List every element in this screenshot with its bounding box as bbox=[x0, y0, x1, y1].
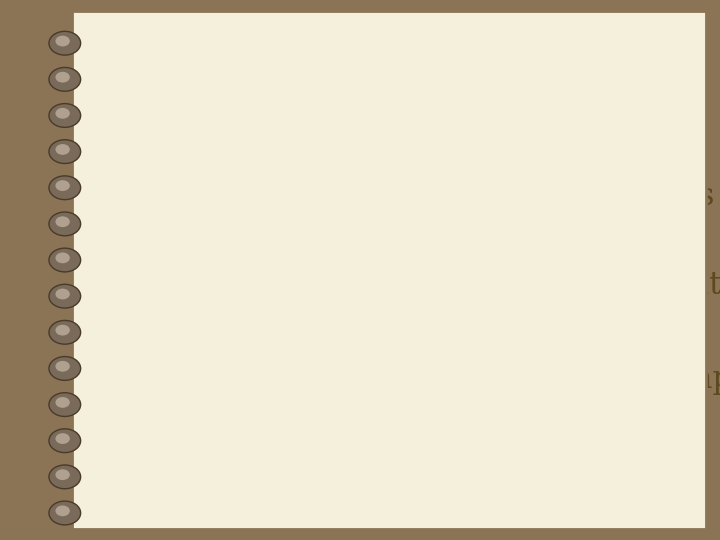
Text: mixtures: mixtures bbox=[141, 416, 277, 448]
Text: 4: 4 bbox=[92, 270, 112, 301]
Text: 4: 4 bbox=[92, 364, 112, 395]
Text: Determination of partition coefficients and: Determination of partition coefficients … bbox=[141, 270, 720, 301]
Text: Uses of Gas Chromatography: Uses of Gas Chromatography bbox=[111, 62, 720, 105]
Text: & liquids): & liquids) bbox=[141, 233, 294, 264]
Text: Isolating pure components from complex: Isolating pure components from complex bbox=[141, 364, 720, 395]
Text: Determination of volatile compounds (gases: Determination of volatile compounds (gas… bbox=[141, 180, 720, 212]
Text: 4: 4 bbox=[92, 180, 112, 212]
Text: absorption isotherms: absorption isotherms bbox=[141, 322, 470, 353]
